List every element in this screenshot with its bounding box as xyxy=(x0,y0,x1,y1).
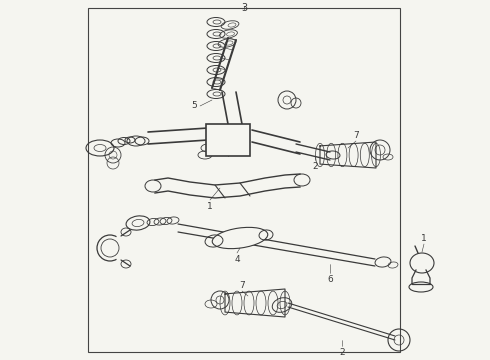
Text: 2: 2 xyxy=(339,348,345,357)
Text: 5: 5 xyxy=(191,102,197,111)
Ellipse shape xyxy=(212,228,268,249)
Text: 1: 1 xyxy=(207,202,213,211)
Ellipse shape xyxy=(410,253,434,273)
Bar xyxy=(206,124,250,156)
Text: 6: 6 xyxy=(327,275,333,284)
Text: 1: 1 xyxy=(421,234,427,243)
Text: 4: 4 xyxy=(234,255,240,264)
Text: 3: 3 xyxy=(241,3,247,13)
Text: 2: 2 xyxy=(312,162,318,171)
Bar xyxy=(88,8,400,352)
Text: 7: 7 xyxy=(239,281,245,290)
Text: 7: 7 xyxy=(353,131,359,140)
